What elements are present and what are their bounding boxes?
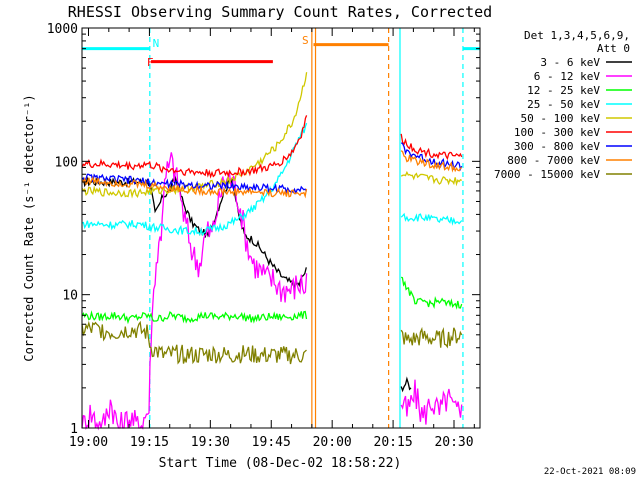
footer-timestamp: 22-Oct-2021 08:09: [544, 467, 636, 477]
x-tick-label: 19:30: [191, 435, 230, 450]
x-tick-label: 19:00: [69, 435, 108, 450]
annotation-f: F: [147, 56, 154, 69]
series-line-7000-15000-keV-part1: [81, 320, 307, 365]
legend-label: 100 - 300 keV: [514, 126, 600, 139]
series-line-800-7000-keV-part1: [81, 175, 308, 199]
legend-header-line2: Att 0: [597, 42, 630, 55]
x-tick-label: 19:15: [130, 435, 169, 450]
x-tick-label: 20:30: [434, 435, 473, 450]
series-line-3-6-keV-part1: [81, 175, 307, 291]
series-line-800-7000-keV-part2: [400, 150, 463, 173]
x-axis-label: Start Time (08-Dec-02 18:58:22): [159, 456, 402, 471]
legend-label: 6 - 12 keV: [534, 70, 601, 83]
legend-header-line1: Det 1,3,4,5,6,9,: [524, 29, 630, 42]
series-line-12-25-keV-part1: [81, 310, 308, 325]
legend-label: 25 - 50 keV: [527, 98, 600, 111]
observing-markers: NF S: [82, 28, 480, 428]
series-line-6-12-keV-part2: [400, 379, 463, 425]
chart-title: RHESSI Observing Summary Count Rates, Co…: [68, 3, 492, 21]
legend-label: 3 - 6 keV: [540, 56, 600, 69]
y-tick-label: 1: [70, 422, 78, 437]
series-line-50-100-keV-part1: [81, 72, 308, 199]
series-line-25-50-keV-part2: [400, 212, 463, 226]
series-line-50-100-keV-part2: [400, 170, 462, 187]
series-line-100-300-keV-part2: [400, 133, 463, 161]
legend-label: 7000 - 15000 keV: [494, 168, 600, 181]
legend-label: 800 - 7000 keV: [507, 154, 600, 167]
x-tick-label: 19:45: [252, 435, 291, 450]
y-tick-label: 10: [62, 289, 78, 304]
series-lines: [81, 72, 463, 431]
series-line-12-25-keV-part2: [400, 276, 463, 310]
legend-label: 50 - 100 keV: [521, 112, 601, 125]
series-line-6-12-keV-part1: [81, 152, 308, 431]
plot-frame: [81, 27, 481, 429]
series-line-100-300-keV-part1: [81, 115, 308, 179]
x-tick-label: 20:00: [313, 435, 352, 450]
x-tick-label: 20:15: [374, 435, 413, 450]
axes: 1 10 100 1000 19:00 19:15 19:30 19:45 20:00 20:15…: [47, 22, 480, 450]
annotation-s: S: [302, 34, 309, 47]
series-line-3-6-keV-part2: [400, 376, 412, 393]
annotation-n: N: [153, 37, 160, 50]
series-line-7000-15000-keV-part2: [400, 326, 463, 349]
y-axis-label: Corrected Count Rate (s⁻¹ detector⁻¹): [22, 94, 36, 361]
legend-label: 12 - 25 keV: [527, 84, 600, 97]
y-tick-label: 1000: [47, 22, 78, 37]
y-tick-label: 100: [55, 155, 78, 170]
legend-label: 300 - 800 keV: [514, 140, 600, 153]
